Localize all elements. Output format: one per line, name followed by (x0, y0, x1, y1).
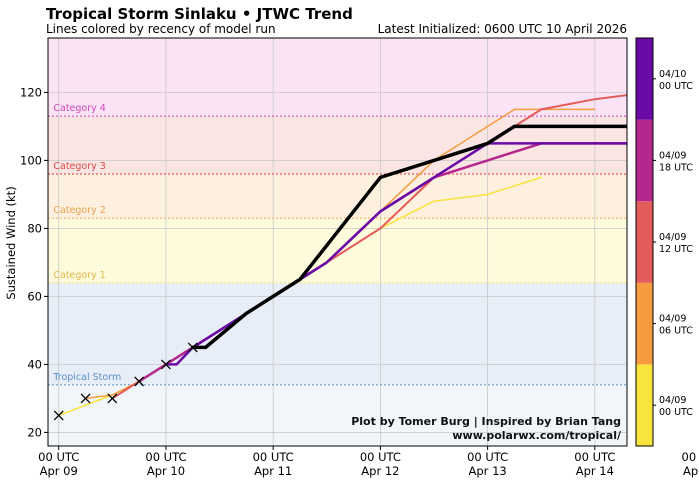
category-band-2 (48, 174, 627, 219)
y-tick-label-4: 100 (20, 153, 42, 167)
x-tick-label-date-2: Apr 11 (254, 464, 292, 478)
colorbar-label-date-0: 04/09 (659, 395, 686, 406)
plot-frame (47, 37, 628, 447)
x-tick-label-time-1: 00 UTC (145, 450, 186, 464)
best-track-marker-1 (80, 393, 91, 404)
colorbar-label-date-1: 04/09 (659, 314, 686, 325)
best-track-marker-3 (134, 376, 145, 387)
y-tick-label-3: 80 (27, 221, 42, 235)
x-tick-label-time-0: 00 UTC (38, 450, 79, 464)
latest-initialized: Latest Initialized: 0600 UTC 10 April 20… (378, 22, 627, 36)
colorbar-label-time-0: 00 UTC (659, 407, 693, 418)
series-group (57, 94, 627, 417)
colorbar-segment-4 (636, 38, 653, 120)
colorbar-label-date-2: 04/09 (659, 232, 686, 243)
y-tick-label-5: 120 (20, 85, 42, 99)
colorbar-label-time-2: 12 UTC (659, 244, 693, 255)
category-label-1: Category 1 (53, 270, 105, 281)
x-tick-label-date-4: Apr 13 (469, 464, 507, 478)
x-tick-label-date-5: Apr 14 (576, 464, 614, 478)
category-label-2: Category 2 (53, 205, 105, 216)
best-track-marker-2 (107, 393, 118, 404)
x-tick-label-date-1: Apr 10 (147, 464, 185, 478)
x-tick-label-time-4: 00 UTC (467, 450, 508, 464)
chart-subtitle: Lines colored by recency of model run (46, 22, 276, 36)
credit-line-2: www.polarwx.com/tropical/ (452, 429, 622, 442)
x-tick-label-time-5: 00 UTC (574, 450, 615, 464)
category-band-4 (48, 38, 627, 117)
y-axis-label: Sustained Wind (kt) (4, 186, 18, 299)
best-track-marker-0 (53, 410, 64, 421)
category-band-0 (48, 282, 627, 385)
colorbar-label-time-3: 18 UTC (659, 162, 693, 173)
colorbar-segment-1 (636, 282, 653, 365)
x-tick-label-date-3: Apr 12 (361, 464, 399, 478)
category-band-5 (48, 384, 627, 446)
best-track-marker-4 (160, 359, 171, 370)
colorbar-label-date-4: 04/10 (659, 69, 686, 80)
chart-title: Tropical Storm Sinlaku • JTWC Trend (46, 5, 353, 23)
category-label-4: Category 4 (53, 103, 105, 114)
colorbar-label-time-1: 06 UTC (659, 326, 693, 337)
best-track-marker-5 (187, 342, 198, 353)
category-label-3: Category 3 (53, 161, 105, 172)
x-tick-label-date-0: Apr 09 (40, 464, 78, 478)
colorbar-segment-3 (636, 119, 653, 202)
colorbar-segment-2 (636, 201, 653, 283)
colorbar-label-date-3: 04/09 (659, 150, 686, 161)
y-tick-label-2: 60 (27, 289, 42, 303)
colorbar-label-time-4: 00 UTC (659, 81, 693, 92)
y-tick-label-1: 40 (27, 357, 42, 371)
x-tick-label-time-3: 00 UTC (360, 450, 401, 464)
plot-area: Tropical Storm Category 1 Category 2 Catego… (20, 37, 699, 478)
credit-line-1: Plot by Tomer Burg | Inspired by Brian T… (351, 415, 621, 428)
x-tick-label-date-6: Apr 15 (683, 464, 699, 478)
x-tick-label-time-2: 00 UTC (253, 450, 294, 464)
y-tick-label-0: 20 (27, 425, 42, 439)
series-line-5 (191, 124, 627, 350)
x-tick-label-time-6: 00 UTC (682, 450, 699, 464)
colorbar-segment-0 (636, 364, 653, 446)
category-label-0: Tropical Storm (52, 372, 121, 383)
